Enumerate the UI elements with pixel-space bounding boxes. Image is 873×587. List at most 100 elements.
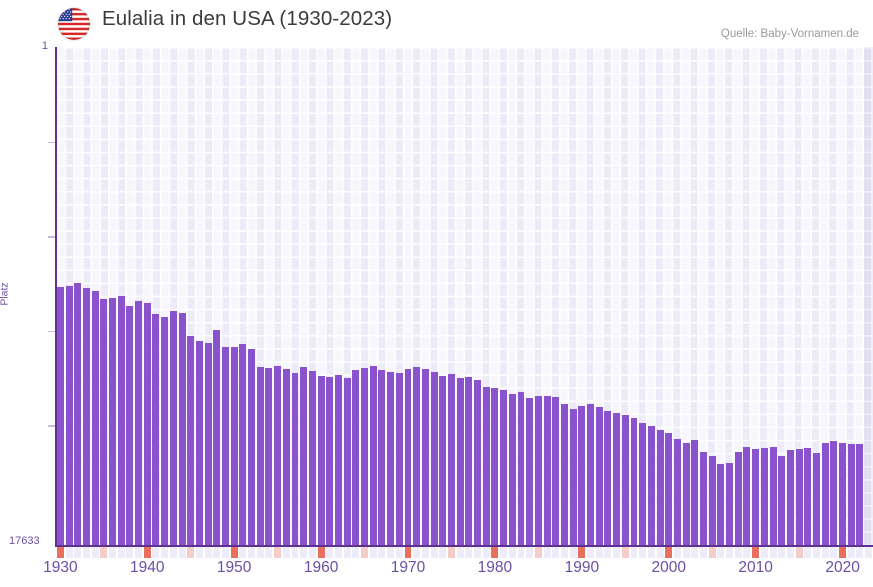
bar [82, 288, 90, 545]
x-tick-minor [474, 547, 481, 558]
bar [760, 447, 768, 545]
x-tick-minor [700, 547, 707, 558]
bar [543, 395, 551, 545]
bar [404, 368, 412, 545]
bar [482, 386, 490, 545]
x-tick-minor [830, 547, 838, 558]
bar [856, 444, 864, 545]
bars-layer [56, 47, 873, 545]
x-tick-major [752, 547, 760, 558]
bar [647, 425, 655, 545]
bar [552, 397, 560, 545]
bar [387, 372, 395, 545]
x-tick-minor [352, 547, 360, 558]
us-flag-circle-icon [58, 8, 90, 40]
bar [378, 369, 386, 545]
bar [256, 367, 264, 545]
x-tick-minor [465, 547, 473, 558]
x-tick-minor [334, 547, 342, 558]
x-tick-major [665, 547, 673, 558]
bar [274, 365, 282, 545]
x-tick-minor [74, 547, 82, 558]
x-tick-minor [91, 547, 99, 558]
x-tick-minor [213, 547, 221, 558]
x-tick-minor [178, 547, 186, 558]
bar [630, 417, 638, 545]
x-axis-tick-label: 1960 [303, 559, 339, 576]
x-tick-minor [595, 547, 603, 558]
bar [195, 340, 203, 545]
x-tick-minor [630, 547, 638, 558]
bar [691, 439, 699, 545]
x-tick-mid [708, 547, 716, 558]
x-tick-minor [778, 547, 786, 558]
x-tick-minor [639, 547, 647, 558]
x-tick-minor [430, 547, 438, 558]
bar [569, 409, 577, 545]
bar [213, 329, 221, 545]
bar [265, 367, 273, 545]
x-tick-minor [248, 547, 256, 558]
y-axis-title: Platz [0, 282, 11, 306]
x-tick-minor [109, 547, 116, 558]
y-axis-tick [48, 330, 55, 333]
bar [830, 440, 838, 545]
x-axis-tick-label: 2010 [738, 559, 773, 576]
chart-header: Eulalia in den USA (1930-2023) Quelle: B… [0, 0, 873, 46]
x-tick-mid [100, 547, 108, 558]
x-tick-minor [526, 547, 534, 558]
bar [560, 403, 568, 545]
bar [613, 412, 621, 545]
bar [352, 370, 360, 545]
bar [317, 376, 325, 545]
bar [65, 285, 73, 545]
bar [74, 282, 82, 545]
bar [839, 443, 847, 545]
x-tick-mid [447, 547, 455, 558]
x-tick-minor [195, 547, 203, 558]
plot-area [56, 47, 873, 545]
bar [517, 391, 525, 545]
x-tick-minor [265, 547, 273, 558]
x-tick-minor [717, 547, 725, 558]
x-tick-minor [308, 547, 316, 558]
bar [135, 301, 143, 545]
x-tick-minor [587, 547, 594, 558]
x-tick-minor [282, 547, 290, 558]
x-tick-major [56, 547, 64, 558]
x-tick-minor [135, 547, 143, 558]
x-tick-minor [604, 547, 612, 558]
bar [700, 451, 707, 545]
x-tick-minor [82, 547, 90, 558]
y-axis-bottom-tick-label: 17633 [9, 535, 40, 547]
bar [308, 371, 316, 545]
bar [152, 314, 160, 545]
x-tick-minor [760, 547, 768, 558]
bar [439, 375, 447, 545]
x-tick-minor [682, 547, 690, 558]
x-tick-minor [769, 547, 777, 558]
x-axis-line [55, 545, 873, 547]
bar [109, 298, 116, 545]
bar [300, 366, 308, 545]
bar [769, 447, 777, 545]
bar [508, 394, 516, 545]
x-tick-minor [804, 547, 812, 558]
bar [369, 366, 377, 545]
bar [682, 442, 690, 545]
bar [413, 367, 421, 545]
y-axis-line [55, 47, 57, 546]
bar [786, 450, 794, 545]
x-tick-major [491, 547, 499, 558]
bar [100, 299, 108, 545]
bar [421, 369, 429, 545]
bar [169, 310, 177, 545]
x-tick-minor [865, 547, 873, 558]
x-axis-tick-label: 1980 [477, 559, 513, 576]
x-tick-major [230, 547, 238, 558]
bar [187, 336, 195, 545]
bar [282, 368, 290, 545]
bar [465, 377, 473, 545]
bar [795, 449, 803, 545]
